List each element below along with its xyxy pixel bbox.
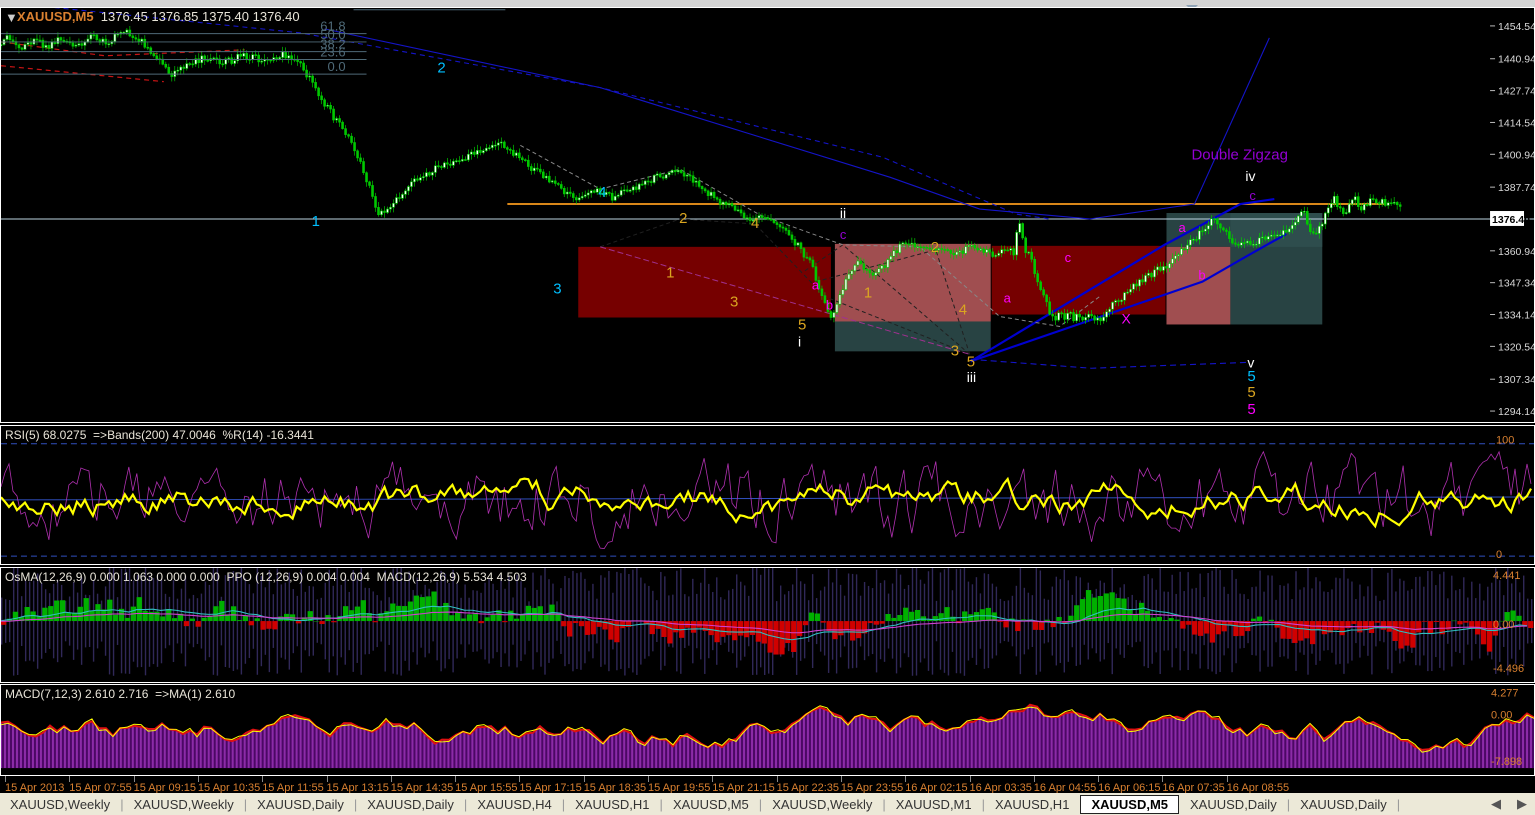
svg-text:2: 2: [437, 60, 445, 77]
svg-text:c: c: [840, 227, 847, 242]
svg-text:1347.34: 1347.34: [1498, 279, 1534, 290]
svg-text:100: 100: [1496, 435, 1514, 447]
svg-text:iv: iv: [1245, 168, 1255, 184]
svg-text:1414.54: 1414.54: [1498, 118, 1534, 129]
svg-text:1: 1: [666, 265, 674, 282]
svg-text:4.441: 4.441: [1493, 570, 1520, 582]
svg-text:5: 5: [1247, 401, 1255, 418]
svg-text:5: 5: [1247, 368, 1255, 385]
svg-text:c: c: [1249, 188, 1256, 203]
svg-text:1360.94: 1360.94: [1498, 247, 1534, 258]
svg-text:b: b: [1198, 268, 1205, 283]
svg-text:iii: iii: [967, 369, 976, 385]
svg-text:a: a: [1178, 220, 1186, 235]
svg-text:3: 3: [730, 294, 738, 311]
svg-text:5: 5: [798, 316, 806, 333]
svg-text:23.6: 23.6: [320, 45, 345, 60]
svg-text:1454.54: 1454.54: [1498, 22, 1534, 33]
svg-text:2: 2: [679, 210, 687, 227]
svg-text:i: i: [798, 333, 801, 349]
svg-text:5: 5: [967, 353, 975, 370]
svg-text:c: c: [1065, 250, 1072, 265]
svg-text:Double Zigzag: Double Zigzag: [1191, 146, 1287, 163]
svg-text:5: 5: [1247, 384, 1255, 401]
svg-text:1: 1: [864, 285, 872, 302]
svg-text:ii: ii: [840, 205, 846, 221]
svg-text:4: 4: [959, 302, 967, 319]
svg-text:a: a: [1004, 291, 1012, 306]
svg-text:-4.496: -4.496: [1493, 663, 1524, 675]
svg-text:3: 3: [553, 281, 561, 298]
svg-text:-7.898: -7.898: [1491, 756, 1522, 768]
svg-text:1334.14: 1334.14: [1498, 311, 1534, 322]
svg-text:1294.14: 1294.14: [1498, 407, 1534, 418]
svg-text:4.277: 4.277: [1491, 688, 1518, 700]
svg-text:1376.40: 1376.40: [1492, 215, 1530, 226]
svg-text:4: 4: [598, 184, 606, 201]
svg-text:1307.34: 1307.34: [1498, 375, 1534, 386]
svg-text:a: a: [812, 278, 820, 293]
svg-text:1427.74: 1427.74: [1498, 87, 1534, 98]
svg-text:1: 1: [312, 213, 320, 230]
svg-text:3: 3: [951, 342, 959, 359]
svg-text:2: 2: [931, 239, 939, 256]
svg-text:1387.74: 1387.74: [1498, 183, 1534, 194]
svg-text:b: b: [826, 298, 833, 313]
svg-text:4: 4: [751, 215, 759, 232]
svg-text:0: 0: [1496, 549, 1502, 561]
svg-text:0.00: 0.00: [1491, 709, 1512, 721]
svg-text:1400.94: 1400.94: [1498, 150, 1534, 161]
svg-text:X: X: [1122, 310, 1131, 326]
svg-text:0.0: 0.0: [328, 59, 346, 74]
svg-text:100.0: 100.0: [395, 8, 427, 10]
svg-text:0.00: 0.00: [1493, 619, 1514, 631]
svg-text:1440.94: 1440.94: [1498, 55, 1534, 66]
svg-text:1320.54: 1320.54: [1498, 342, 1534, 353]
